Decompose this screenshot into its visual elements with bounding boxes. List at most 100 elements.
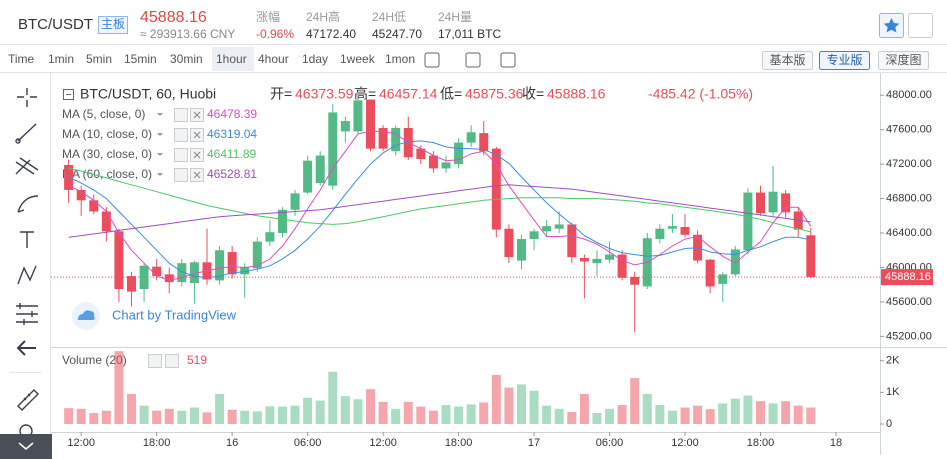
candle-body [315,155,325,184]
toolbar-icon[interactable] [424,52,440,68]
study-remove-x [193,111,201,119]
fib-tool[interactable] [15,157,39,175]
interval[interactable]: 15min [124,52,157,66]
interval[interactable]: Time [8,52,35,66]
ohlc-label: 开= [270,86,292,102]
volume-bar [114,351,124,424]
x-tick-label: 18:00 [445,437,473,449]
volume-bar [378,401,388,424]
x-tick-label: 12:00 [671,437,699,449]
candle-body [542,226,552,232]
text-tool[interactable] [20,231,34,248]
candle-body [227,251,237,275]
candle-body [529,231,539,240]
study-menu[interactable] [157,173,163,176]
volume-bar [781,401,791,424]
volume-bar [718,403,728,424]
prediction-tool[interactable] [16,303,38,325]
study-settings[interactable] [174,148,188,162]
legend-collapse[interactable] [63,89,74,100]
candle-body [781,193,791,213]
volume-bar [605,408,615,424]
volume-bar [617,405,627,424]
volume-bar [277,406,287,424]
volume-value: 519 [187,353,207,367]
candle-body [454,142,464,165]
study-value: 46319.04 [207,127,257,141]
collapse-button[interactable] [0,434,52,459]
ma-line [68,184,811,238]
watermark[interactable]: Chart by TradingView [112,307,237,322]
line-tool[interactable] [17,123,37,142]
ohlc-label: 收= [522,86,544,102]
volume-settings[interactable] [148,354,162,368]
version-button[interactable] [819,51,870,70]
x-tick-label: 18:00 [143,437,171,449]
candle-body [755,192,765,214]
crosshair-tool[interactable] [17,88,37,107]
interval[interactable]: 1min [48,52,74,66]
header-bg [0,0,947,44]
y-tick-label: 45200.00 [886,330,932,342]
candle-body [328,112,338,186]
volume-bar [592,412,602,424]
volume-bar [428,410,438,424]
settings-button[interactable] [908,13,933,38]
interval[interactable]: 5min [86,52,112,66]
volume-bar [315,400,325,424]
volume-bar [705,409,715,424]
candle-body [353,100,363,132]
ruler-tool[interactable] [17,389,39,411]
volume-bar [630,378,640,424]
volume-bar [303,397,313,424]
candle-body [605,254,615,260]
study-menu[interactable] [157,133,163,136]
interval[interactable]: 1week [340,52,376,66]
volume-bar [743,395,753,424]
version-label[interactable]: 深度图 [885,52,921,67]
back-tool[interactable] [16,340,36,356]
study-settings[interactable] [174,108,188,122]
volume-bar [667,410,677,424]
interval[interactable]: 1day [302,52,328,66]
volume-bar [340,396,350,424]
y-tick-label: 48000.00 [886,89,932,101]
candle-body [378,127,388,149]
toolbar-icon[interactable] [500,52,516,68]
study-menu[interactable] [157,113,163,116]
interval[interactable]: 1mon [385,52,415,66]
volume-remove[interactable] [165,354,179,368]
study-settings[interactable] [174,128,188,142]
version-button[interactable] [762,51,813,70]
version-button[interactable] [878,51,929,70]
toolbar: Time 1min 5min 15min 30min 1hour 4hour 1day 1wee… [8,47,929,71]
brush-tool[interactable] [17,195,39,213]
pattern-tool[interactable] [17,265,37,285]
interval[interactable]: 4hour [258,52,289,66]
study-settings[interactable] [174,168,188,182]
stat-label: 涨幅 [256,9,280,24]
candle-body [730,249,740,275]
version-label[interactable]: 专业版 [826,52,862,67]
candle-body [76,189,86,201]
volume-bar [164,408,174,424]
volume-bar [127,393,137,424]
volume-bar [755,401,765,424]
star-icon [883,18,900,33]
interval[interactable]: 1hour [216,52,247,66]
badge: 主板 [101,17,125,31]
study-menu[interactable] [157,153,163,156]
candle-body [265,232,275,242]
candle-body [215,250,225,281]
y-tick-label: 46800.00 [886,192,932,204]
x-tick-label: 12:00 [67,437,95,449]
candle-body [705,259,715,287]
volume-bar [353,399,363,424]
chart-title: BTC/USDT, 60, Huobi [80,86,216,102]
toolbar-icon[interactable] [465,52,481,68]
version-label[interactable]: 基本版 [769,53,805,67]
stat-label: 24H高 [306,9,340,24]
interval[interactable]: 30min [170,52,203,66]
volume-bar [101,410,111,424]
